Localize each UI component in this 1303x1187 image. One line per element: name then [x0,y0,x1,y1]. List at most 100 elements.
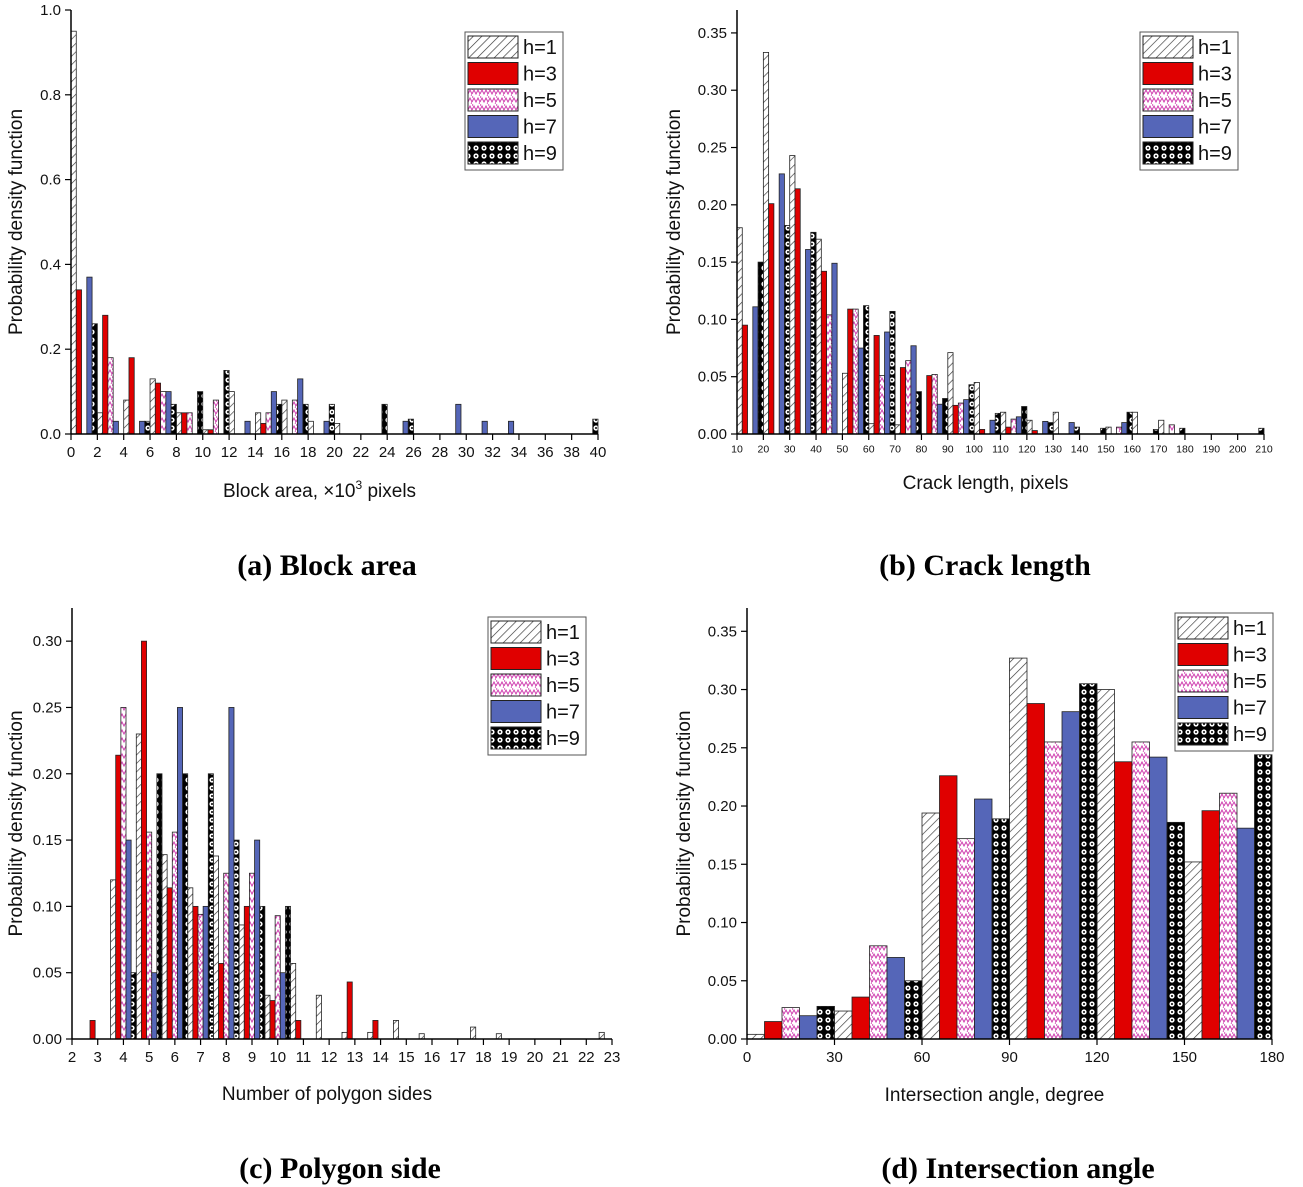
caption-c: (c) Polygon side [239,1152,441,1185]
xtick-label-b-20: 210 [1255,444,1273,456]
ytick-label-a-5: 1.0 [40,2,61,19]
bar-c-s0-1 [110,879,117,1040]
x-axis-label-b: Crack length, pixels [903,473,1069,494]
bar-c-s2-1 [120,707,127,1040]
bar-b-s0-2 [789,155,796,435]
bar-c-s1-2 [141,640,147,1040]
xtick-label-c-14: 16 [424,1049,441,1066]
bar-c-s1-5 [218,963,225,1040]
bar-b-s0-9 [973,382,980,435]
legend-swatch-b-1 [1142,62,1194,85]
y-axis-label-a: Probability density function [6,109,27,335]
xtick-label-a-13: 26 [405,444,422,461]
legend-swatch-a-2 [467,88,519,112]
ytick-label-d-4: 0.20 [708,798,737,815]
xtick-label-c-10: 12 [321,1049,338,1066]
caption-b: (b) Crack length [879,549,1091,582]
bar-a-s3-1 [112,420,119,435]
xtick-label-a-14: 28 [432,444,449,461]
xtick-label-c-4: 6 [171,1049,179,1066]
legend-swatch-a-4 [467,141,519,165]
xtick-label-b-10: 110 [992,444,1009,456]
xtick-label-a-15: 30 [458,444,475,461]
bar-c-s0-10 [341,1031,348,1040]
bar-c-s4-4 [207,773,214,1040]
bar-c-s0-4 [187,887,194,1040]
bar-d-s0-2 [921,812,940,1040]
bar-c-s0-15 [470,1026,477,1040]
xtick-label-c-1: 3 [94,1049,102,1066]
bar-b-s1-4 [847,308,854,435]
bar-a-s0-4 [175,412,183,435]
bar-b-s1-3 [820,270,827,435]
bar-b-s0-6 [894,424,901,435]
bar-c-s0-8 [290,963,297,1040]
bar-d-s3-3 [1061,711,1080,1040]
ytick-label-a-4: 0.8 [40,87,61,104]
bar-d-s3-1 [886,957,905,1040]
xtick-label-b-9: 100 [965,444,983,456]
bar-c-s4-7 [285,905,291,1040]
ytick-label-c-5: 0.25 [33,699,62,716]
x-axis-label-d: Intersection angle, degree [885,1085,1105,1106]
xtick-label-a-19: 38 [563,444,580,461]
legend-label-c-3: h=7 [546,702,580,724]
xtick-label-d-6: 180 [1259,1049,1284,1066]
x-axis-label-c: Number of polygon sides [222,1084,432,1105]
xtick-label-a-10: 20 [326,444,343,461]
bar-c-s0-20 [598,1031,605,1040]
bar-a-s0-8 [281,399,288,435]
panel-crack-length: 10 20 30 40 50 60 70 80 90 100 110 120 130 140 150 160 1… [664,10,1273,494]
bar-c-s1-8 [295,1020,302,1040]
xtick-label-b-0: 10 [731,444,743,456]
bar-d-s1-1 [851,996,870,1040]
ytick-label-b-3: 0.15 [698,254,727,271]
bar-d-s4-1 [904,980,923,1040]
bar-b-s3-6 [910,345,917,435]
xtick-label-c-12: 14 [372,1049,389,1066]
bar-a-s3-15 [481,420,488,435]
xtick-label-c-11: 13 [347,1049,364,1066]
bar-d-s2-2 [956,838,975,1040]
bar-a-s4-3 [170,403,177,435]
xtick-label-c-16: 18 [475,1049,492,1066]
bar-d-s2-4 [1131,741,1150,1040]
xtick-label-b-15: 160 [1123,444,1141,456]
xtick-label-b-16: 170 [1150,444,1168,456]
bar-c-s2-7 [274,915,281,1040]
xtick-label-a-9: 18 [300,444,317,461]
bar-b-s3-14 [1121,422,1128,435]
legend-label-a-4: h=9 [523,143,557,165]
xtick-label-b-8: 90 [942,444,954,456]
xtick-label-c-9: 11 [296,1049,312,1066]
bar-b-s1-5 [873,335,880,435]
bar-d-s4-0 [816,1005,835,1040]
ytick-label-d-5: 0.25 [708,740,737,757]
bar-a-s0-2 [123,399,130,435]
legend-label-c-0: h=1 [546,622,580,644]
ytick-label-b-5: 0.25 [698,140,727,157]
legend-c: h=1 h=3 h=5 h=7 h=9 [487,616,587,756]
y-axis-label-c: Probability density function [6,710,27,936]
legend-label-d-0: h=1 [1233,618,1267,640]
legend-label-d-2: h=5 [1233,671,1267,693]
bar-d-s2-3 [1044,741,1063,1040]
bar-c-s0-6 [238,924,245,1040]
bar-b-s0-8 [947,352,954,435]
bar-a-s3-0 [86,276,93,435]
bar-d-s3-2 [974,798,993,1040]
bar-b-s3-12 [1068,422,1075,435]
bar-c-s1-0 [89,1020,96,1040]
bar-a-s1-2 [128,357,135,435]
xtick-label-c-5: 7 [196,1049,204,1066]
bar-d-s0-3 [1009,657,1028,1040]
bar-c-s2-4 [197,913,204,1040]
bar-c-s1-6 [243,905,250,1040]
xtick-label-d-1: 30 [826,1049,843,1066]
legend-label-a-0: h=1 [523,37,557,59]
xtick-label-a-7: 14 [247,444,264,461]
ytick-label-b-1: 0.05 [698,369,727,386]
legend-label-d-1: h=3 [1233,645,1267,667]
ytick-label-a-2: 0.4 [40,256,61,273]
